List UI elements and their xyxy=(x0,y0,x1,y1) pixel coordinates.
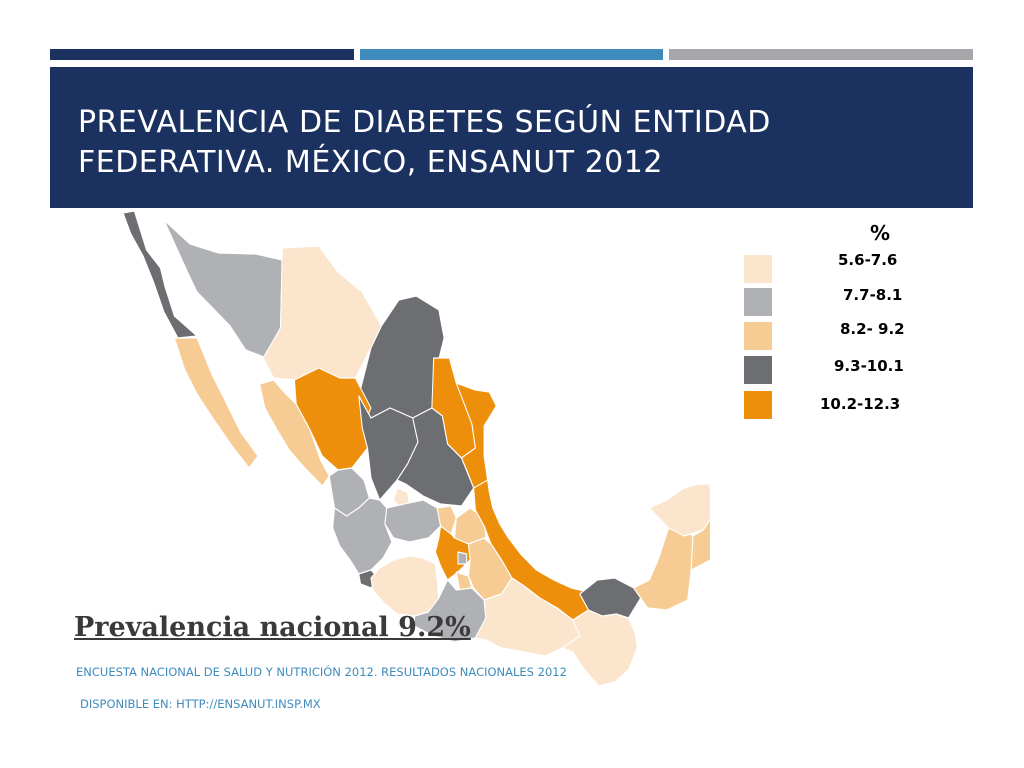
national-prevalence: Prevalencia nacional 9.2% xyxy=(74,612,471,643)
state-quintana-roo xyxy=(690,482,710,571)
mexico-choropleth-map xyxy=(122,210,710,687)
state-baja-california-sur xyxy=(173,337,259,469)
state-san-luis-potosi xyxy=(396,407,475,507)
header-bar-gray xyxy=(669,49,973,60)
legend-label: 10.2-12.3 xyxy=(820,395,901,413)
state-baja-california xyxy=(122,210,198,339)
slide-title: PREVALENCIA DE DIABETES SEGÚN ENTIDAD FE… xyxy=(78,105,771,180)
state-jalisco xyxy=(332,497,393,575)
state-michoacan xyxy=(370,555,440,617)
state-tabasco xyxy=(579,577,642,619)
header-bar-blue xyxy=(360,49,663,60)
legend-title: % xyxy=(870,221,891,245)
legend-swatch xyxy=(744,391,772,419)
state-chiapas xyxy=(561,609,638,687)
legend-label: 9.3-10.1 xyxy=(834,357,904,375)
state-ciudad-de-mexico xyxy=(457,551,468,565)
source-link[interactable]: DISPONIBLE EN: HTTP://ENSANUT.INSP.MX xyxy=(80,697,321,711)
title-banner: PREVALENCIA DE DIABETES SEGÚN ENTIDAD FE… xyxy=(50,67,973,208)
legend-swatch xyxy=(744,322,772,350)
legend-swatch xyxy=(744,288,772,316)
legend-swatch xyxy=(744,356,772,384)
state-guanajuato xyxy=(384,499,442,543)
header-bar-dark xyxy=(50,49,354,60)
source-citation: ENCUESTA NACIONAL DE SALUD Y NUTRICIÓN 2… xyxy=(76,665,567,679)
legend-label: 7.7-8.1 xyxy=(843,286,903,304)
state-campeche xyxy=(633,527,694,611)
legend-label: 8.2- 9.2 xyxy=(840,320,905,338)
legend-label: 5.6-7.6 xyxy=(838,251,898,269)
legend-swatch xyxy=(744,255,772,283)
state-yucatan xyxy=(648,483,710,537)
